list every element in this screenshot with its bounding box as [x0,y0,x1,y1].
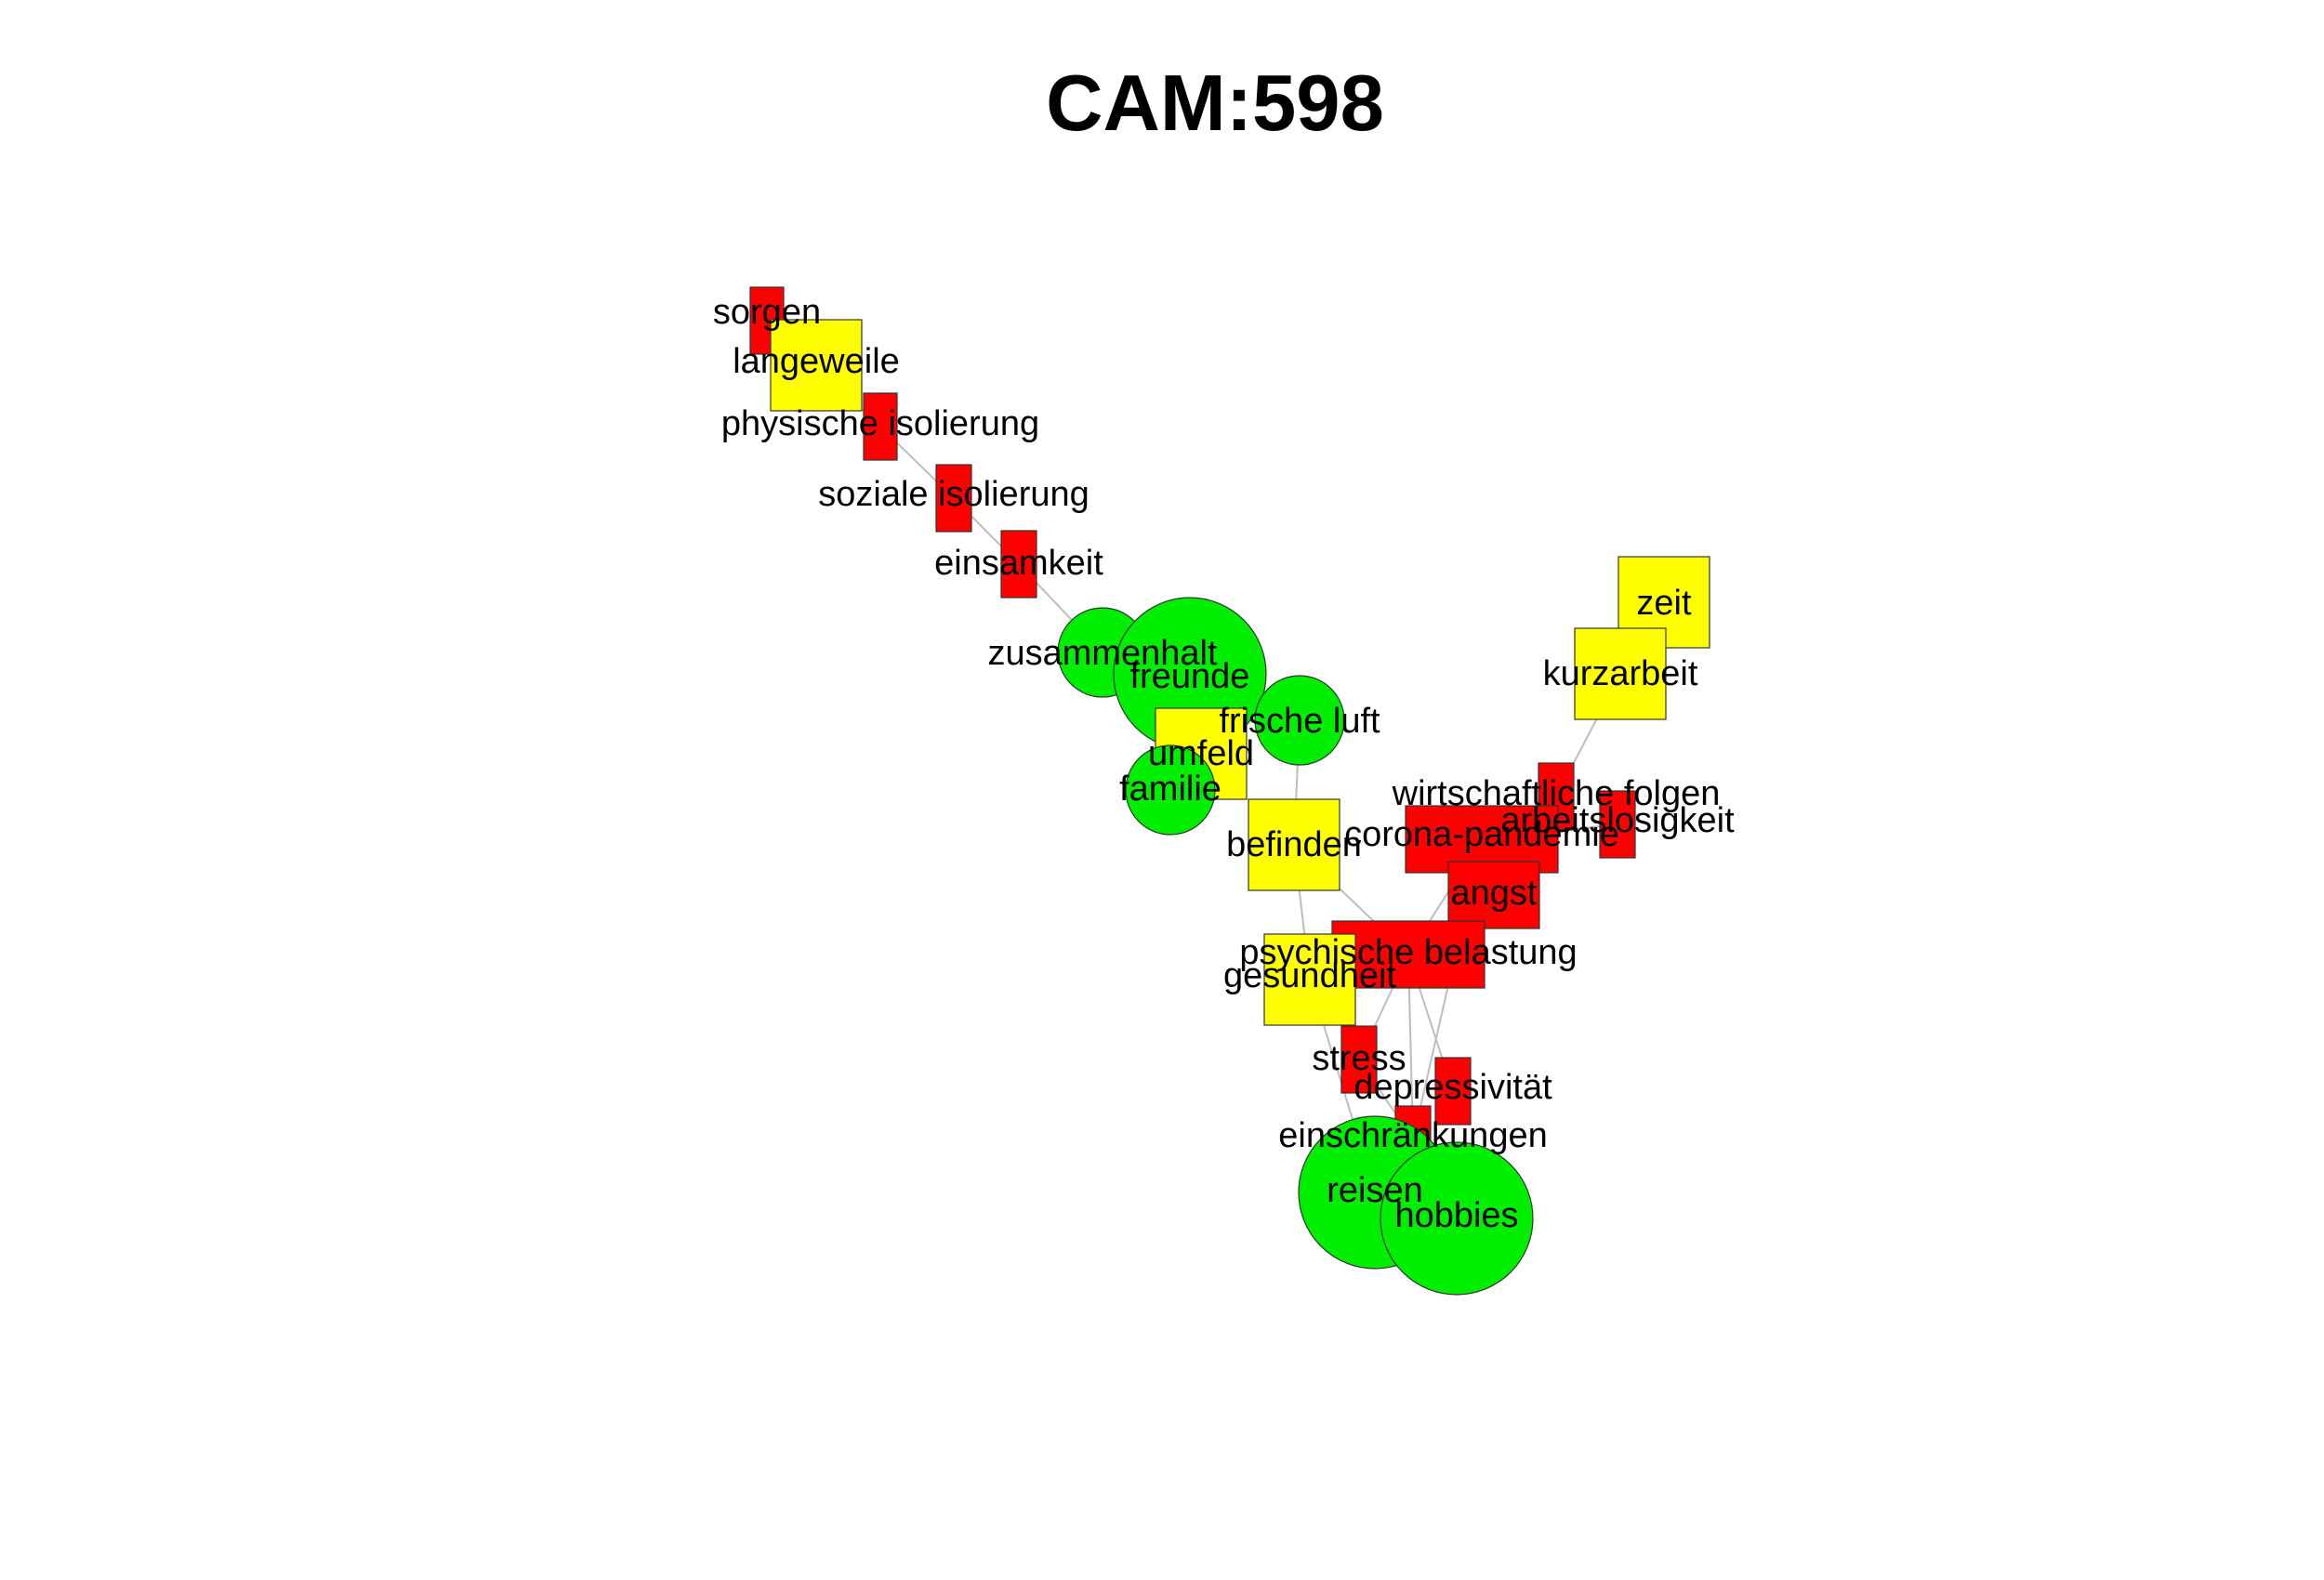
label-zusammenhalt: zusammenhalt [987,634,1218,673]
label-freunde: freunde [1130,657,1250,696]
label-langeweile: langeweile [733,342,900,381]
label-depressivitaet: depressivität [1353,1068,1552,1107]
label-kurzarbeit: kurzarbeit [1543,654,1698,693]
node-gesundheit [1263,933,1356,1026]
node-stress [1340,1025,1378,1094]
node-kurzarbeit [1574,627,1667,720]
label-soziale-isolierung: soziale isolierung [818,475,1089,514]
label-psychische-belastung: psychische belastung [1239,933,1577,972]
label-physische-isolierung: physische isolierung [721,404,1039,443]
node-arbeitslosigkeit [1599,790,1636,859]
node-befinden [1248,798,1340,891]
node-langeweile [770,319,863,412]
node-einsamkeit [1000,530,1037,599]
label-layer: sorgen langeweile physische isolierung sozi… [713,293,1735,1235]
label-gesundheit: gesundheit [1223,956,1396,995]
label-befinden: befinden [1226,825,1362,864]
node-psychische-belastung [1331,920,1486,989]
node-angst [1447,861,1540,929]
label-zeit: zeit [1636,584,1692,623]
label-arbeitslosigkeit: arbeitslosigkeit [1500,801,1735,840]
label-stress: stress [1312,1039,1406,1078]
label-wirtschaftliche-folgen: wirtschaftliche folgen [1392,774,1721,813]
node-layer [749,286,1710,1296]
label-hobbies: hobbies [1394,1196,1518,1235]
label-frische-luft: frische luft [1219,702,1380,741]
label-corona-pandemie: corona-pandemie [1344,815,1619,854]
label-reisen: reisen [1327,1171,1423,1210]
label-familie: familie [1119,770,1221,809]
node-physische-isolierung [863,392,898,461]
label-einschraenkungen: einschränkungen [1278,1116,1547,1155]
node-soziale-isolierung [935,464,972,533]
label-umfeld: umfeld [1148,734,1254,773]
node-hobbies [1380,1141,1534,1296]
label-angst: angst [1451,874,1538,913]
label-sorgen: sorgen [713,293,821,332]
label-einsamkeit: einsamkeit [934,544,1103,583]
node-depressivitaet [1434,1057,1472,1126]
node-frische-luft [1254,675,1345,766]
node-familie [1125,744,1216,836]
page-title: CAM:598 [1046,59,1384,148]
